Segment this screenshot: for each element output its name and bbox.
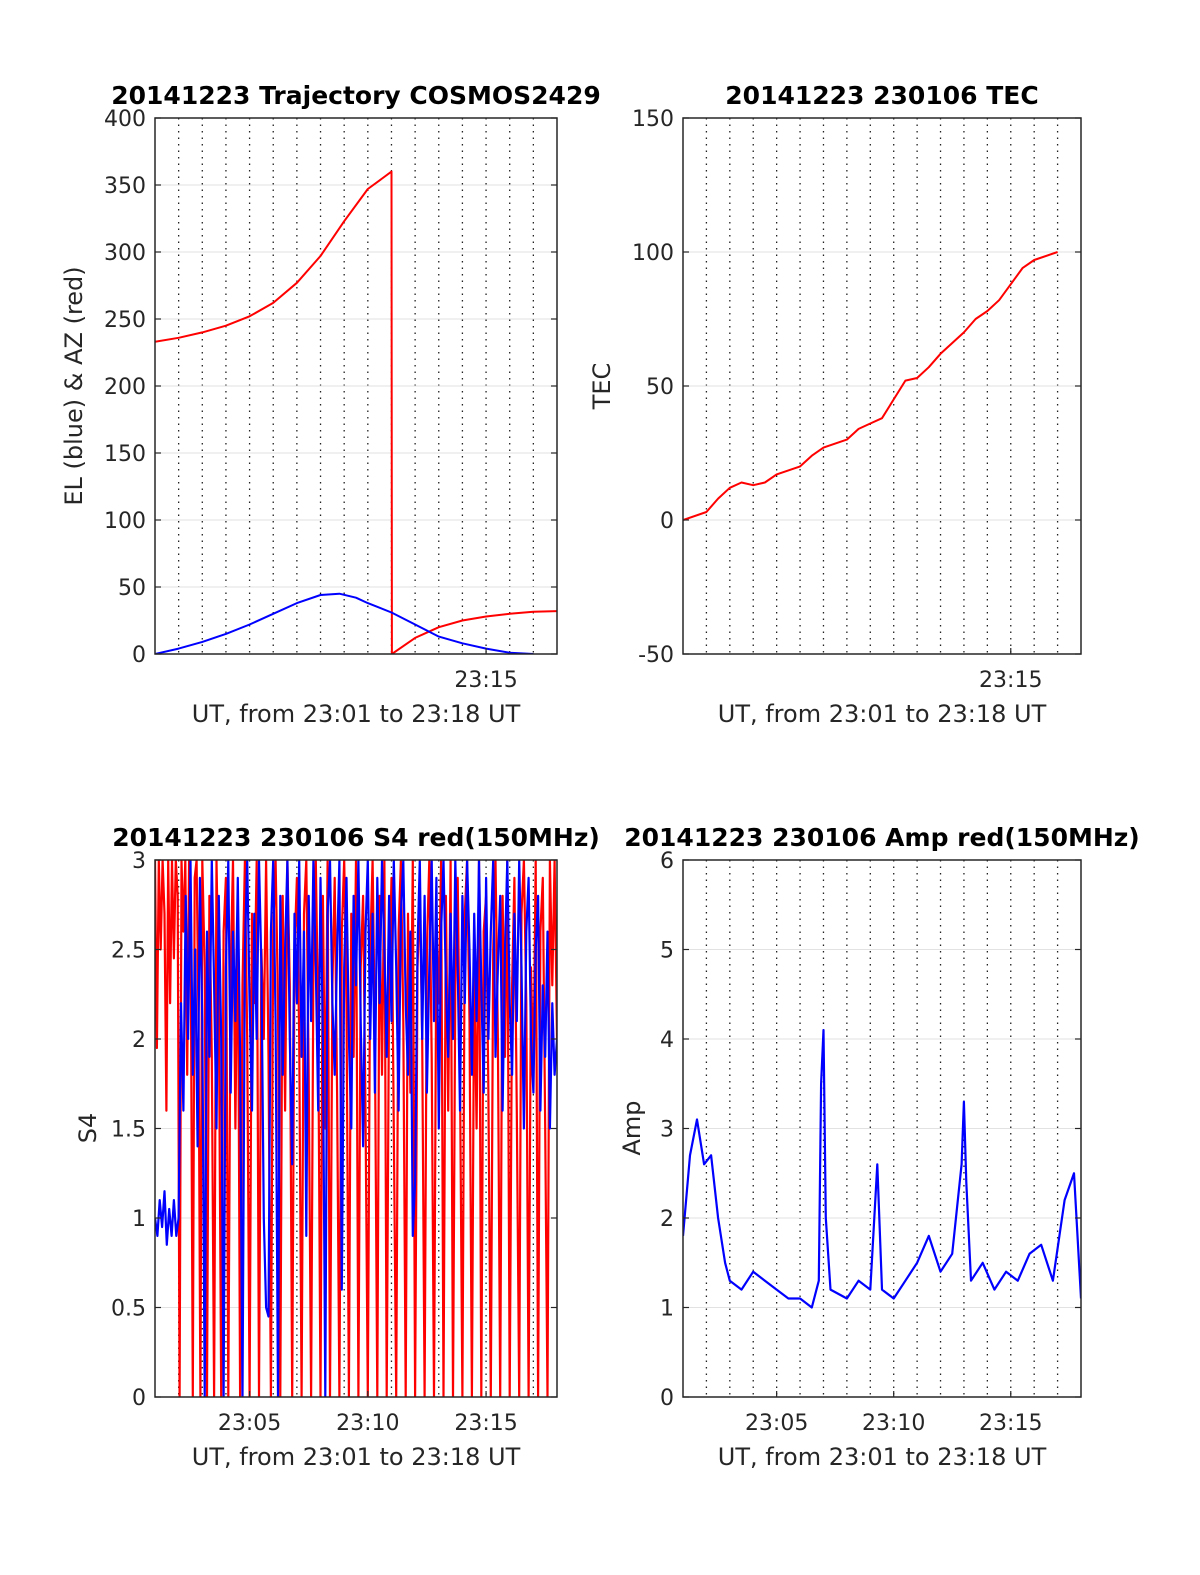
- amp-panel: 0 1 2 3 4 5 6 23:05 23:10 23:15 20141223 230106 A…: [618, 823, 1140, 1471]
- x-axis-label: UT, from 23:01 to 23:18 UT: [192, 700, 521, 728]
- y-tick-label: 400: [104, 107, 146, 132]
- chart-title: 20141223 230106 TEC: [725, 81, 1038, 110]
- y-tick-label: 1: [132, 1207, 146, 1232]
- y-tick-label: -50: [638, 643, 674, 668]
- y-tick-label: 50: [646, 375, 674, 400]
- y-tick-label: 2: [132, 1028, 146, 1053]
- x-tick-label: 23:15: [979, 668, 1042, 693]
- series-line-blue: [683, 1028, 1081, 1309]
- y-tick-label: 5: [660, 939, 674, 964]
- y-tick-label: 0.5: [111, 1297, 146, 1322]
- y-tick-label: 250: [104, 308, 146, 333]
- series-line-red: [683, 251, 1058, 521]
- trajectory-panel: 0 50 100 150 200 250 300 350 400 23:15 20141223 T…: [60, 81, 601, 728]
- series-line-blue: [155, 592, 534, 654]
- y-tick-label: 6: [660, 849, 674, 874]
- tick-layer: 0 1 2 3 4 5 6 23:05 23:10 23:15: [660, 849, 1081, 1436]
- x-axis-label: UT, from 23:01 to 23:18 UT: [718, 1443, 1047, 1471]
- y-axis-label: S4: [74, 1113, 102, 1144]
- series-layer: [155, 860, 557, 1397]
- x-tick-label: 23:15: [454, 1411, 517, 1436]
- series-line-red: [155, 860, 557, 1397]
- y-tick-label: 100: [104, 509, 146, 534]
- y-axis-label: Amp: [618, 1100, 646, 1155]
- series-line-red: [155, 170, 557, 654]
- y-tick-label: 200: [104, 375, 146, 400]
- series-layer: [683, 251, 1058, 521]
- series-layer: [683, 1028, 1081, 1309]
- grid: [683, 118, 1081, 654]
- x-tick-label: 23:05: [745, 1411, 808, 1436]
- series-line-blue: [155, 860, 557, 1397]
- grid: [683, 860, 1081, 1397]
- x-tick-label: 23:10: [862, 1411, 925, 1436]
- x-tick-label: 23:15: [454, 668, 517, 693]
- series-layer: [155, 170, 557, 654]
- y-tick-label: 1: [660, 1297, 674, 1322]
- y-tick-label: 2.5: [111, 939, 146, 964]
- y-tick-label: 3: [132, 849, 146, 874]
- chart-title: 20141223 230106 S4 red(150MHz): [112, 823, 600, 852]
- y-tick-label: 300: [104, 241, 146, 266]
- y-tick-label: 1.5: [111, 1118, 146, 1143]
- y-tick-label: 150: [632, 107, 674, 132]
- tec-panel: -50 0 50 100 150 23:15 20141223 230106 TEC UT…: [588, 81, 1082, 728]
- y-tick-label: 4: [660, 1028, 674, 1053]
- chart-title: 20141223 Trajectory COSMOS2429: [111, 81, 601, 110]
- x-axis-label: UT, from 23:01 to 23:18 UT: [718, 700, 1047, 728]
- chart-title: 20141223 230106 Amp red(150MHz): [624, 823, 1140, 852]
- y-tick-label: 0: [132, 1386, 146, 1411]
- y-tick-label: 50: [118, 576, 146, 601]
- y-tick-label: 150: [104, 442, 146, 467]
- y-tick-label: 350: [104, 174, 146, 199]
- y-tick-label: 0: [132, 643, 146, 668]
- y-axis-label: EL (blue) & AZ (red): [60, 266, 88, 505]
- x-axis-label: UT, from 23:01 to 23:18 UT: [192, 1443, 521, 1471]
- y-tick-label: 0: [660, 509, 674, 534]
- tick-layer: 0 50 100 150 200 250 300 350 400 23:15: [104, 107, 557, 693]
- y-tick-label: 0: [660, 1386, 674, 1411]
- y-axis-label: TEC: [588, 363, 616, 411]
- tick-layer: -50 0 50 100 150 23:15: [632, 107, 1081, 693]
- y-tick-label: 2: [660, 1207, 674, 1232]
- s4-panel: 0 0.5 1 1.5 2 2.5 3 23:05 23:10 23:15 20141223 23…: [74, 823, 600, 1471]
- x-tick-label: 23:10: [336, 1411, 399, 1436]
- x-tick-label: 23:05: [218, 1411, 281, 1436]
- y-tick-label: 100: [632, 241, 674, 266]
- y-tick-label: 3: [660, 1118, 674, 1143]
- tick-layer: 0 0.5 1 1.5 2 2.5 3 23:05 23:10 23:15: [111, 849, 557, 1436]
- x-tick-label: 23:15: [979, 1411, 1042, 1436]
